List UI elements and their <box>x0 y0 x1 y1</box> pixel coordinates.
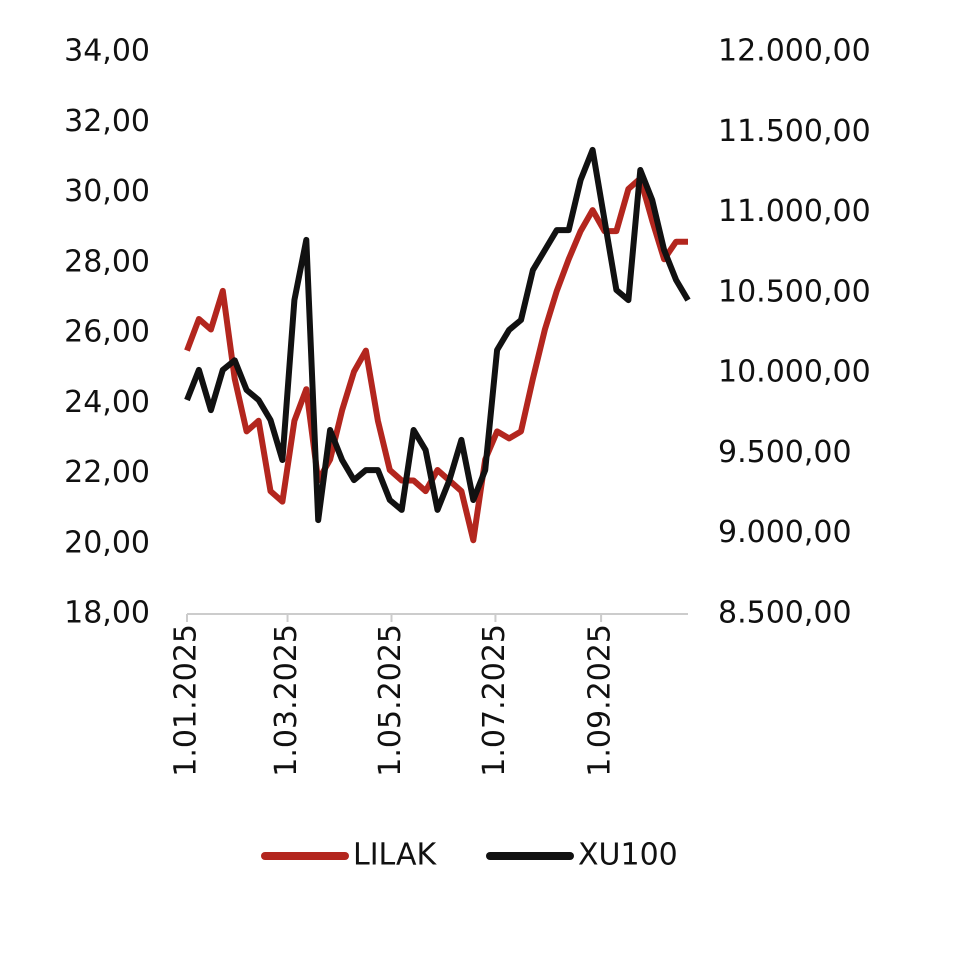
y2-tick-label: 10.000,00 <box>718 355 871 390</box>
series-line <box>184 146 691 524</box>
y-tick-label: 28,00 <box>64 244 150 279</box>
y2-tick-label: 11.500,00 <box>718 114 871 149</box>
x-tick-label: 1.01.2025 <box>169 624 204 777</box>
y2-tick-label: 12.000,00 <box>718 34 871 69</box>
y2-tick-label: 8.500,00 <box>718 596 852 631</box>
x-tick-label: 1.03.2025 <box>269 624 304 777</box>
legend-label: XU100 <box>578 838 678 873</box>
y2-tick-label: 10.500,00 <box>718 274 871 309</box>
y-tick-label: 26,00 <box>64 315 150 350</box>
y2-tick-label: 9.000,00 <box>718 515 852 550</box>
series-line <box>184 175 688 544</box>
y2-tick-label: 11.000,00 <box>718 194 871 229</box>
x-tick-label: 1.05.2025 <box>373 624 408 777</box>
y-tick-label: 34,00 <box>64 34 150 69</box>
legend-label: LILAK <box>353 838 437 873</box>
y-tick-label: 32,00 <box>64 104 150 139</box>
y-tick-label: 20,00 <box>64 525 150 560</box>
x-tick-label: 1.09.2025 <box>583 624 618 777</box>
x-tick-label: 1.07.2025 <box>477 624 512 777</box>
y-tick-label: 30,00 <box>64 174 150 209</box>
y-tick-label: 22,00 <box>64 455 150 490</box>
y-tick-label: 18,00 <box>64 596 150 631</box>
y2-tick-label: 9.500,00 <box>718 435 852 470</box>
y-tick-label: 24,00 <box>64 385 150 420</box>
